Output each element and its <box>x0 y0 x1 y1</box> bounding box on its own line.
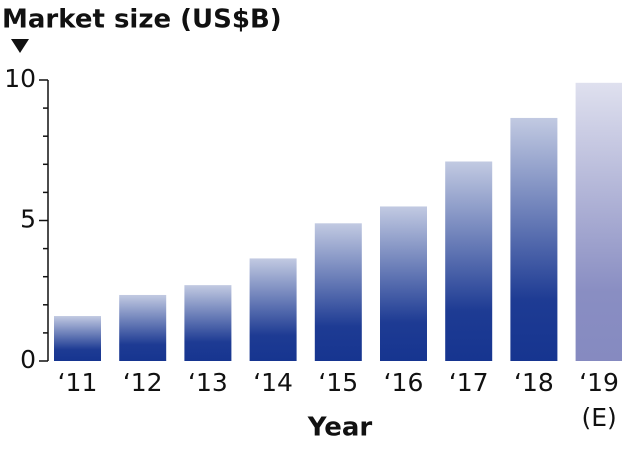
bar <box>510 117 558 361</box>
x-tick-label: ‘17 <box>449 368 489 397</box>
bar <box>575 82 622 361</box>
x-tick-label: ‘15 <box>318 368 358 397</box>
x-tick-label: ‘12 <box>123 368 163 397</box>
bar <box>184 285 232 361</box>
bar <box>249 258 297 361</box>
x-tick-label: ‘18 <box>514 368 554 397</box>
y-tick-label: 0 <box>20 345 36 374</box>
x-tick-annotation: (E) <box>581 403 616 432</box>
x-tick-label: ‘19 <box>579 368 619 397</box>
axis-pointer <box>11 39 29 53</box>
bar <box>54 316 101 361</box>
chart-title: Market size (US$B) <box>2 5 282 35</box>
bar <box>445 161 493 361</box>
x-tick-label: ‘11 <box>58 368 98 397</box>
x-tick-label: ‘14 <box>253 368 293 397</box>
x-tick-label: ‘13 <box>188 368 228 397</box>
y-tick-label: 10 <box>4 64 36 93</box>
x-axis-label: Year <box>307 413 373 443</box>
bar <box>314 223 362 361</box>
x-tick-label: ‘16 <box>384 368 424 397</box>
bar <box>119 294 167 361</box>
y-tick-label: 5 <box>20 205 36 234</box>
bar <box>380 206 427 361</box>
